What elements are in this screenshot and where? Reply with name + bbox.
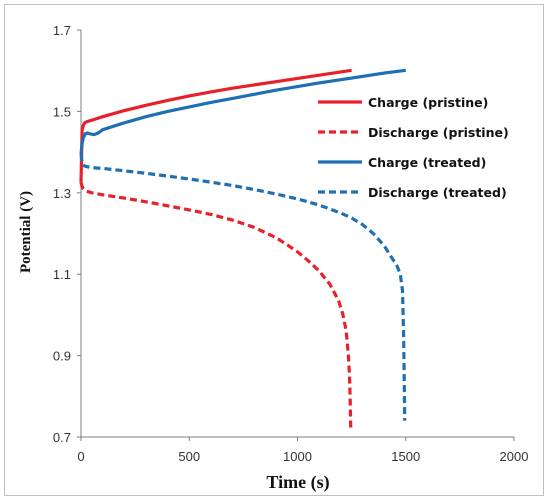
legend-label: Discharge (treated) xyxy=(368,185,507,200)
x-tick-label: 0 xyxy=(77,449,84,464)
x-tick-label: 1000 xyxy=(283,449,312,464)
legend: Charge (pristine) Discharge (pristine) Cha… xyxy=(318,95,509,200)
y-tick-label: 0.7 xyxy=(53,430,71,445)
series-line-discharge-treated xyxy=(79,153,407,421)
chart-frame xyxy=(4,4,544,496)
series-line-charge-pristine xyxy=(79,68,352,183)
series-line-charge-treated xyxy=(79,68,407,155)
y-tick-label: 1.7 xyxy=(53,23,71,38)
axes: 0.7 0.9 1.1 1.3 1.5 1.7 0 500 1000 1500 2000 xyxy=(53,23,529,464)
y-tick-label: 0.9 xyxy=(53,349,71,364)
legend-label: Discharge (pristine) xyxy=(368,125,509,140)
x-tick-label: 500 xyxy=(178,449,200,464)
y-tick-label: 1.3 xyxy=(53,186,71,201)
legend-label: Charge (pristine) xyxy=(368,95,488,110)
legend-label: Charge (treated) xyxy=(368,155,486,170)
y-tick-label: 1.5 xyxy=(53,104,71,119)
series-line-discharge-pristine xyxy=(79,182,353,429)
series-layer xyxy=(79,68,407,429)
y-axis-title: Potential (V) xyxy=(18,191,34,273)
x-tick-label: 1500 xyxy=(391,449,420,464)
x-tick-label: 2000 xyxy=(500,449,529,464)
y-tick-label: 1.1 xyxy=(53,267,71,282)
x-axis-title: Time (s) xyxy=(266,472,329,493)
